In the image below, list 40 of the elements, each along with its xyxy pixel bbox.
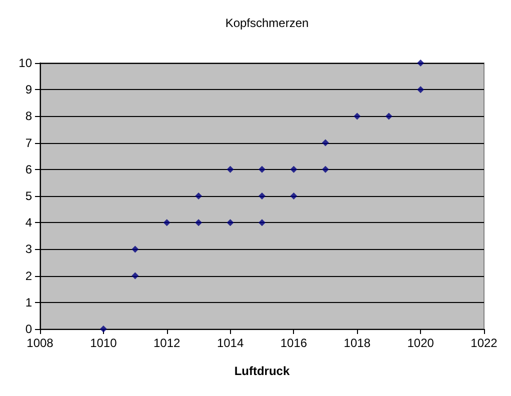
x-tick-label: 1012	[154, 336, 181, 350]
y-tick-label: 0	[25, 322, 32, 336]
point	[258, 192, 266, 200]
point	[226, 166, 234, 173]
y-tick-label: 5	[25, 189, 32, 203]
point	[163, 219, 170, 226]
x-axis-title: Luftdruck	[234, 364, 290, 378]
x-tick-label: 1022	[470, 336, 498, 350]
point	[195, 219, 202, 226]
chart-title: Kopfschmerzen	[225, 16, 309, 30]
x-tick-label: 1014	[216, 336, 244, 350]
x-tick-label: 1016	[280, 336, 308, 350]
point	[226, 219, 234, 226]
x-tick-label: 1018	[344, 336, 371, 350]
point	[100, 326, 107, 332]
point	[354, 112, 361, 120]
y-tick-label: 9	[25, 82, 32, 97]
y-tick-label: 6	[25, 162, 32, 176]
point	[290, 192, 298, 200]
point	[290, 166, 298, 173]
y-tick-label: 4	[25, 216, 32, 230]
point	[322, 139, 329, 146]
y-tick-label: 7	[25, 136, 32, 150]
y-tick-label: 2	[25, 268, 32, 283]
x-tick-label: 1020	[407, 336, 434, 350]
point	[195, 192, 202, 200]
point	[132, 246, 139, 253]
point	[417, 86, 424, 94]
y-tick-label: 8	[25, 109, 32, 124]
x-tick-label: 1008	[26, 336, 54, 350]
x-tick-label: 1010	[90, 336, 118, 350]
y-tick-label: 10	[18, 56, 32, 70]
point	[385, 112, 392, 120]
point	[258, 219, 266, 226]
y-tick-label: 1	[25, 295, 32, 310]
point	[258, 166, 266, 173]
point	[322, 166, 329, 173]
point	[417, 60, 424, 66]
point	[132, 272, 139, 280]
y-tick-label: 3	[25, 242, 32, 256]
